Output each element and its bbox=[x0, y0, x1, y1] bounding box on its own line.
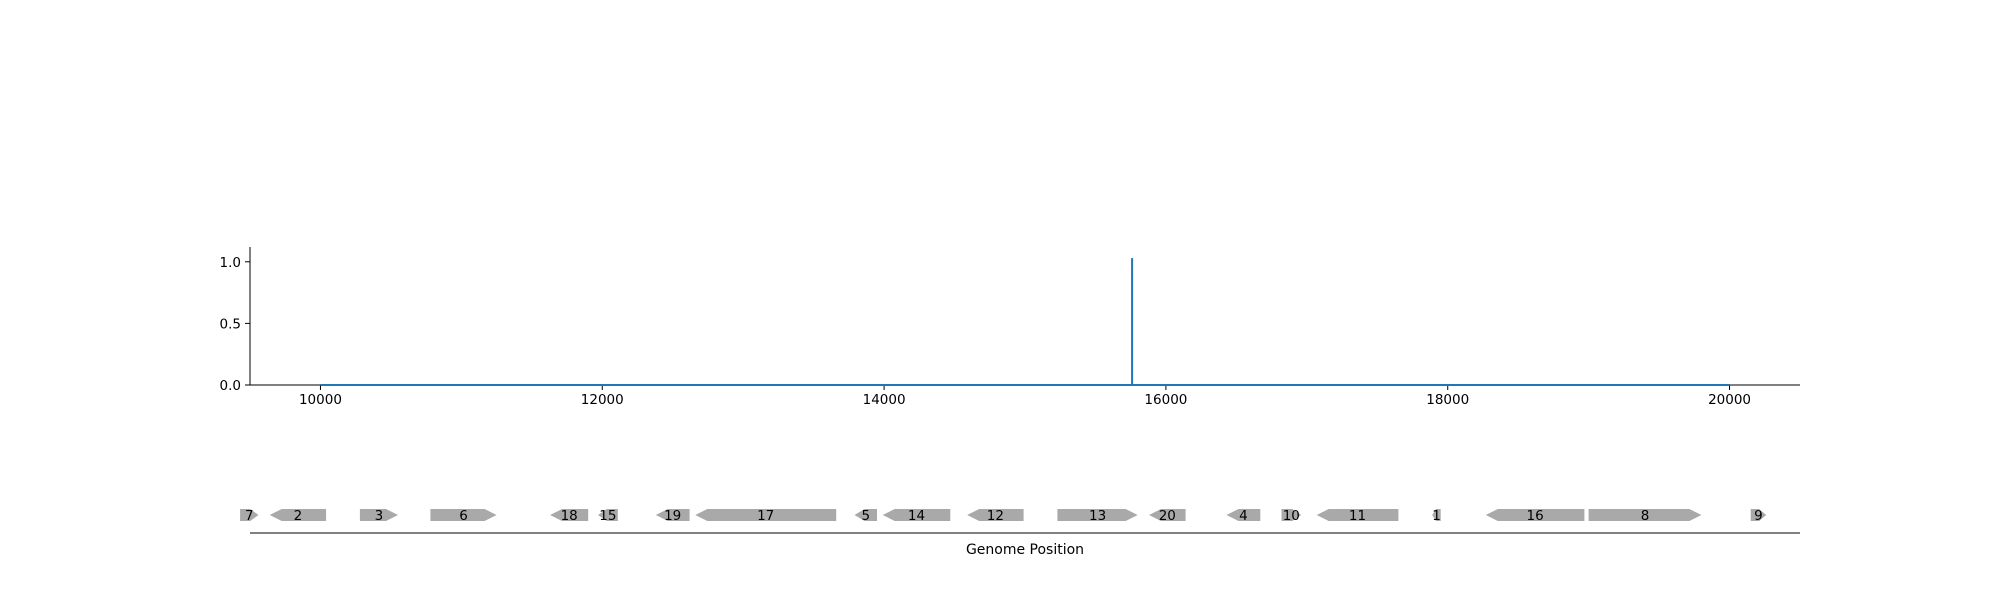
gene-label: 4 bbox=[1239, 508, 1248, 524]
gene-arrow bbox=[269, 509, 327, 521]
gene-6: 6 bbox=[430, 508, 497, 524]
y-tick-label: 1.0 bbox=[220, 255, 241, 271]
x-tick-label: 14000 bbox=[863, 392, 906, 408]
coverage-plot: 10000 12000 14000 16000 18000 20000 0.0 0.5 1.0 bbox=[220, 247, 1800, 408]
gene-14: 14 bbox=[882, 508, 951, 524]
gene-7: 7 bbox=[240, 508, 259, 524]
gene-label: 5 bbox=[862, 508, 871, 524]
gene-arrow bbox=[1750, 509, 1767, 521]
gene-3: 3 bbox=[359, 508, 398, 524]
gene-17: 17 bbox=[695, 508, 837, 524]
gene-label: 1 bbox=[1432, 508, 1441, 524]
gene-9: 9 bbox=[1750, 508, 1767, 524]
gene-label: 17 bbox=[757, 508, 774, 524]
gene-label: 10 bbox=[1283, 508, 1300, 524]
gene-label: 14 bbox=[908, 508, 925, 524]
gene-label: 19 bbox=[664, 508, 681, 524]
gene-label: 11 bbox=[1349, 508, 1366, 524]
gene-2: 2 bbox=[269, 508, 327, 524]
gene-1: 1 bbox=[1432, 508, 1441, 524]
gene-arrow bbox=[1149, 509, 1186, 521]
x-tick-label: 20000 bbox=[1708, 392, 1751, 408]
gene-arrow bbox=[695, 509, 837, 521]
x-tick-label: 10000 bbox=[299, 392, 342, 408]
x-ticks: 10000 12000 14000 16000 18000 20000 bbox=[299, 385, 1751, 408]
gene-label: 2 bbox=[294, 508, 303, 524]
gene-arrow bbox=[1057, 509, 1138, 521]
gene-label: 6 bbox=[459, 508, 468, 524]
gene-arrow bbox=[550, 509, 589, 521]
gene-arrow bbox=[598, 509, 618, 521]
gene-10: 10 bbox=[1281, 508, 1302, 524]
gene-map: 7 2 3 6 18 15 19 17 5 14 12 13 20 4 10 11 1 16 8 9 Genome P… bbox=[240, 508, 1800, 558]
gene-label: 13 bbox=[1089, 508, 1106, 524]
y-tick-label: 0.5 bbox=[220, 316, 241, 332]
gene-arrow bbox=[1281, 509, 1302, 521]
coverage-series bbox=[320, 258, 1730, 386]
gene-label: 3 bbox=[375, 508, 384, 524]
gene-label: 15 bbox=[599, 508, 616, 524]
gene-20: 20 bbox=[1149, 508, 1186, 524]
coverage-line bbox=[320, 258, 1730, 386]
gene-map-x-axis-title: Genome Position bbox=[966, 542, 1084, 558]
gene-5: 5 bbox=[854, 508, 877, 524]
gene-arrow bbox=[1588, 509, 1702, 521]
gene-track: 7 2 3 6 18 15 19 17 5 14 12 13 20 4 10 11 1 16 8 9 bbox=[240, 508, 1767, 524]
gene-label: 8 bbox=[1641, 508, 1650, 524]
gene-13: 13 bbox=[1057, 508, 1138, 524]
gene-label: 18 bbox=[561, 508, 578, 524]
gene-8: 8 bbox=[1588, 508, 1702, 524]
gene-arrow bbox=[1485, 509, 1585, 521]
gene-label: 7 bbox=[245, 508, 254, 524]
gene-arrow bbox=[1432, 509, 1441, 521]
gene-16: 16 bbox=[1485, 508, 1585, 524]
gene-label: 12 bbox=[987, 508, 1004, 524]
y-ticks: 0.0 0.5 1.0 bbox=[220, 255, 250, 394]
gene-label: 9 bbox=[1754, 508, 1763, 524]
gene-4: 4 bbox=[1226, 508, 1261, 524]
x-tick-label: 16000 bbox=[1144, 392, 1187, 408]
gene-arrow bbox=[854, 509, 877, 521]
gene-arrow bbox=[240, 509, 259, 521]
x-tick-label: 12000 bbox=[581, 392, 624, 408]
gene-arrow bbox=[967, 509, 1024, 521]
gene-15: 15 bbox=[598, 508, 618, 524]
gene-11: 11 bbox=[1316, 508, 1399, 524]
y-tick-label: 0.0 bbox=[220, 378, 241, 394]
gene-arrow bbox=[882, 509, 951, 521]
gene-label: 16 bbox=[1527, 508, 1544, 524]
gene-arrow bbox=[430, 509, 497, 521]
gene-arrow bbox=[655, 509, 690, 521]
gene-arrow bbox=[1316, 509, 1399, 521]
gene-18: 18 bbox=[550, 508, 589, 524]
gene-arrow bbox=[1226, 509, 1261, 521]
gene-19: 19 bbox=[655, 508, 690, 524]
x-tick-label: 18000 bbox=[1426, 392, 1469, 408]
gene-label: 20 bbox=[1159, 508, 1176, 524]
gene-12: 12 bbox=[967, 508, 1024, 524]
gene-arrow bbox=[359, 509, 398, 521]
